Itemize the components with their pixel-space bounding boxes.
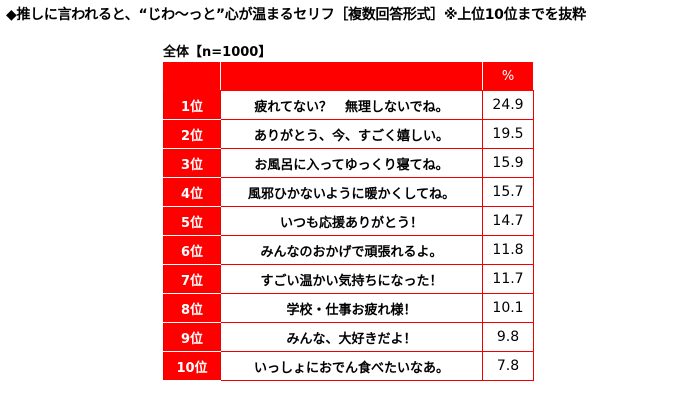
- rank-cell: 9位: [163, 322, 221, 352]
- rank-cell: 3位: [163, 148, 221, 178]
- value-cell: 14.7: [482, 206, 534, 236]
- text-cell: 学校・仕事お疲れ様！: [220, 293, 483, 323]
- value-cell: 7.8: [482, 351, 534, 381]
- table-row: 7位 すごい温かい気持ちになった！ 11.7: [163, 264, 534, 294]
- rank-cell: 5位: [163, 206, 221, 236]
- text-cell: みんなのおかげで頑張れるよ。: [220, 235, 483, 265]
- rank-cell: 8位: [163, 293, 221, 323]
- rank-cell: 7位: [163, 264, 221, 294]
- value-cell: 11.7: [482, 264, 534, 294]
- table-row: 6位 みんなのおかげで頑張れるよ。 11.8: [163, 235, 534, 265]
- text-cell: いっしょにおでん食べたいなあ。: [220, 351, 483, 381]
- table-row: 5位 いつも応援ありがとう！ 14.7: [163, 206, 534, 236]
- table-row: 10位 いっしょにおでん食べたいなあ。 7.8: [163, 351, 534, 381]
- text-cell: みんな、大好きだよ！: [220, 322, 483, 352]
- table-row: 2位 ありがとう、今、すごく嬉しい。 19.5: [163, 119, 534, 149]
- rank-cell: 6位: [163, 235, 221, 265]
- table-row: 9位 みんな、大好きだよ！ 9.8: [163, 322, 534, 352]
- table-header: %: [163, 62, 534, 91]
- sample-size-label: 全体【n=1000】: [163, 45, 272, 60]
- value-cell: 10.1: [482, 293, 534, 323]
- rank-cell: 1位: [163, 90, 221, 120]
- value-cell: 15.9: [482, 148, 534, 178]
- page-title: ◆推しに言われると、“じわ〜っと”心が温まるセリフ［複数回答形式］※上位10位ま…: [6, 7, 586, 23]
- ranking-table: % 1位 疲れてない？ 無理しないでね。 24.9 2位 ありがとう、今、すごく嬉しい。…: [163, 62, 534, 381]
- text-cell: 風邪ひかないように暖かくしてね。: [220, 177, 483, 207]
- text-cell: いつも応援ありがとう！: [220, 206, 483, 236]
- rank-cell: 2位: [163, 119, 221, 149]
- header-percent: %: [482, 62, 534, 91]
- rank-cell: 4位: [163, 177, 221, 207]
- text-cell: すごい温かい気持ちになった！: [220, 264, 483, 294]
- value-cell: 15.7: [482, 177, 534, 207]
- header-text: [220, 62, 483, 91]
- text-cell: ありがとう、今、すごく嬉しい。: [220, 119, 483, 149]
- table-row: 4位 風邪ひかないように暖かくしてね。 15.7: [163, 177, 534, 207]
- value-cell: 11.8: [482, 235, 534, 265]
- text-cell: お風呂に入ってゆっくり寝てね。: [220, 148, 483, 178]
- value-cell: 9.8: [482, 322, 534, 352]
- value-cell: 24.9: [482, 90, 534, 120]
- rank-cell: 10位: [163, 351, 221, 381]
- header-rank: [163, 62, 221, 91]
- value-cell: 19.5: [482, 119, 534, 149]
- table-row: 1位 疲れてない？ 無理しないでね。 24.9: [163, 90, 534, 120]
- table-row: 8位 学校・仕事お疲れ様！ 10.1: [163, 293, 534, 323]
- table-row: 3位 お風呂に入ってゆっくり寝てね。 15.9: [163, 148, 534, 178]
- text-cell: 疲れてない？ 無理しないでね。: [220, 90, 483, 120]
